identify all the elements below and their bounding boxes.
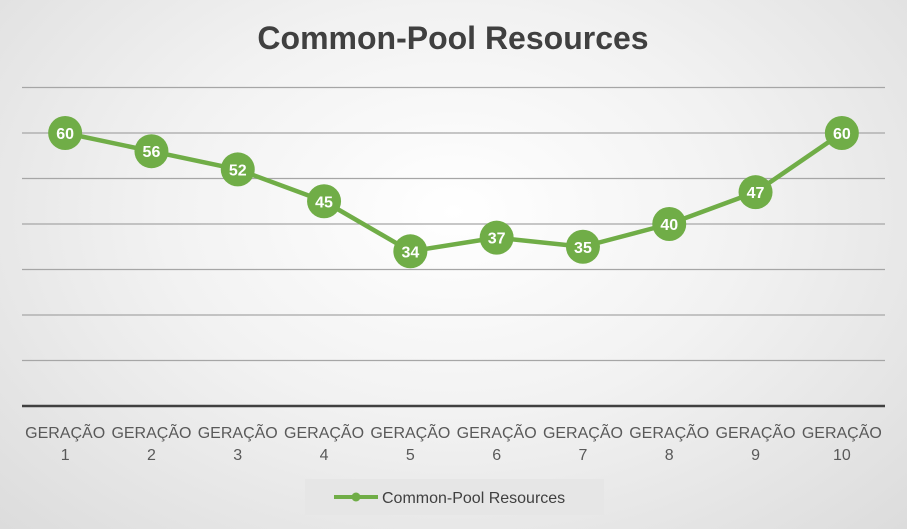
data-point [393, 234, 428, 269]
data-label: 52 [229, 162, 247, 179]
data-point [479, 220, 514, 255]
x-tick-label: GERAÇÃO 4 [284, 422, 364, 464]
x-tick-label: GERAÇÃO 7 [543, 422, 623, 464]
data-label: 37 [488, 231, 506, 248]
legend-marker-icon [351, 492, 361, 502]
chart-title: Common-Pool Resources [257, 20, 648, 56]
series-layer: 60 56 52 45 34 37 35 40 47 60 [48, 116, 859, 269]
data-label: 34 [401, 244, 419, 261]
data-point [220, 152, 255, 187]
series-line [64, 130, 844, 254]
data-label: 47 [747, 185, 765, 202]
data-point [738, 175, 773, 210]
gridlines [22, 86, 885, 362]
data-label: 40 [660, 217, 678, 234]
data-point [48, 116, 83, 150]
x-tick-label: GERAÇÃO 8 [629, 422, 709, 464]
x-tick-label: GERAÇÃO 2 [111, 422, 191, 464]
data-label: 56 [143, 144, 161, 161]
data-label: 60 [56, 126, 74, 143]
data-point [565, 229, 600, 264]
x-tick-label: GERAÇÃO 6 [457, 422, 537, 464]
data-point [652, 207, 687, 241]
x-tick-label: GERAÇÃO 1 [25, 422, 105, 464]
legend: Common-Pool Resources [305, 479, 604, 515]
data-point [307, 184, 342, 219]
data-point [824, 116, 859, 150]
x-tick-label: GERAÇÃO 10 [802, 422, 882, 464]
x-tick-label: GERAÇÃO 9 [716, 422, 796, 464]
legend-label: Common-Pool Resources [382, 490, 565, 507]
data-label: 60 [833, 126, 851, 143]
data-label: 45 [315, 194, 333, 211]
x-tick-label: GERAÇÃO 5 [370, 422, 450, 464]
data-label: 35 [574, 240, 592, 257]
data-point [134, 134, 169, 169]
x-tick-label: GERAÇÃO 3 [198, 422, 278, 464]
